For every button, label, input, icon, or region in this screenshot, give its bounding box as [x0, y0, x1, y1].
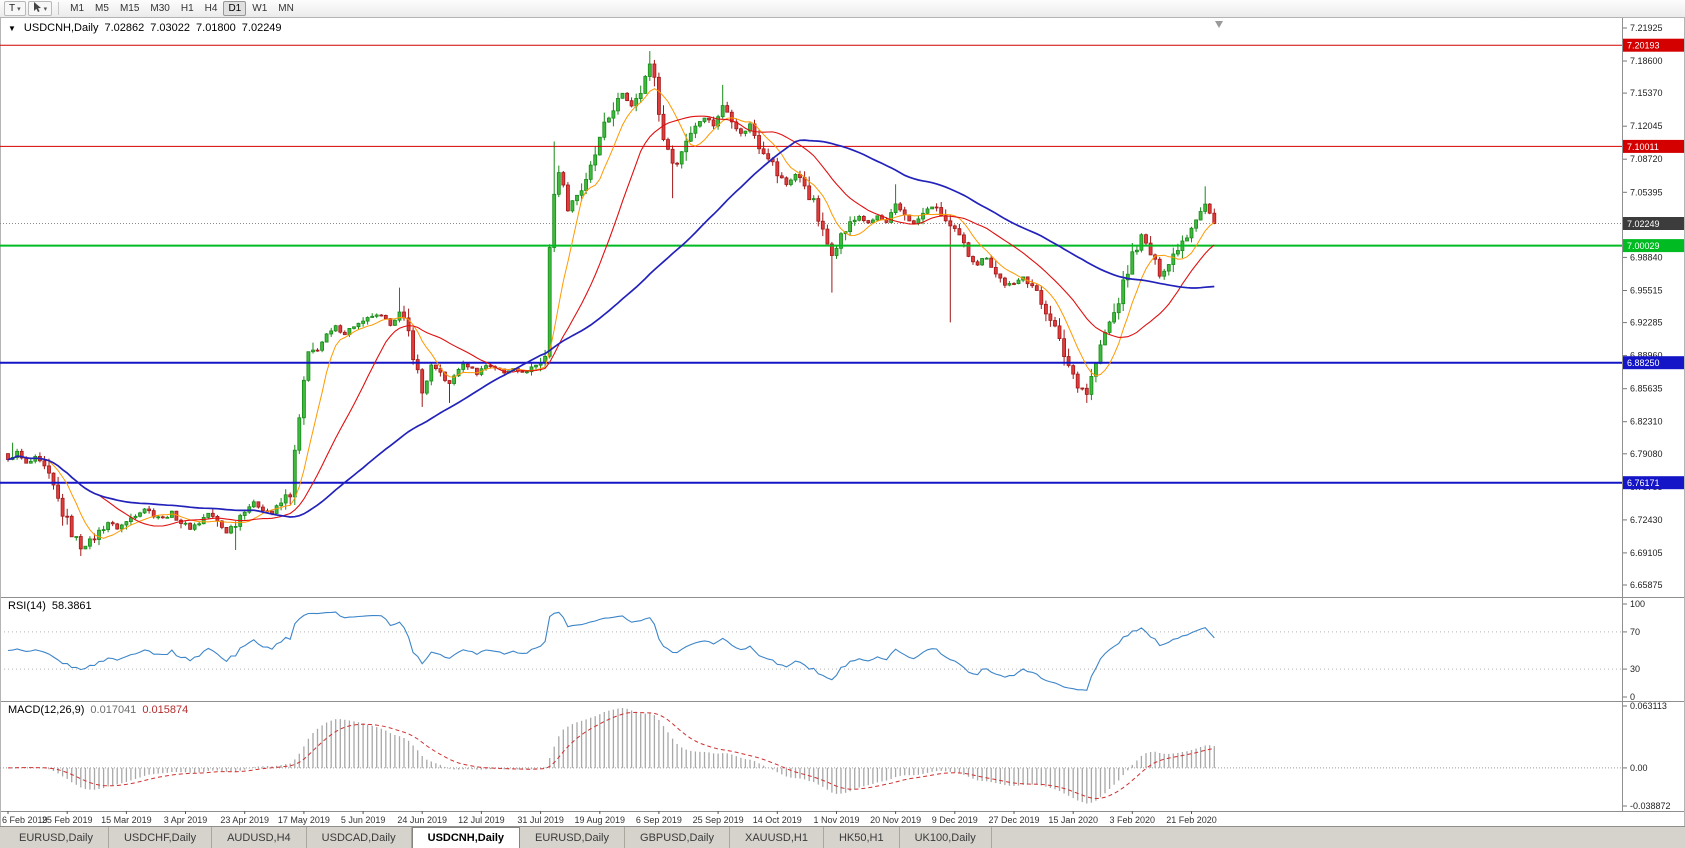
svg-text:7.18600: 7.18600: [1630, 56, 1663, 66]
svg-text:20 Nov 2019: 20 Nov 2019: [870, 815, 921, 825]
chart-tab-9-uk100-daily[interactable]: UK100,Daily: [900, 827, 992, 848]
price-axis[interactable]: 7.21925 7.18600 7.15370 7.12045 7.08720 7.053…: [1623, 23, 1684, 811]
svg-text:6.82310: 6.82310: [1630, 417, 1663, 427]
svg-text:7.02249: 7.02249: [1627, 219, 1660, 229]
svg-text:19 Aug 2019: 19 Aug 2019: [575, 815, 626, 825]
svg-text:6.95515: 6.95515: [1630, 286, 1663, 296]
chart-area: 6 Feb 2019 25 Feb 2019 15 Mar 2019 3 Apr 20…: [0, 18, 1685, 826]
cursor-tool-button[interactable]: ▾: [27, 1, 53, 16]
svg-text:12 Jul 2019: 12 Jul 2019: [458, 815, 505, 825]
macd-histogram: [11, 708, 1215, 804]
svg-text:0: 0: [1630, 692, 1635, 702]
timeframe-button-h4[interactable]: H4: [204, 3, 218, 14]
svg-text:70: 70: [1630, 627, 1640, 637]
timeframe-button-m15[interactable]: M15: [119, 3, 140, 14]
text-tool-button[interactable]: T ▾: [4, 1, 26, 16]
svg-text:6.98840: 6.98840: [1630, 252, 1663, 262]
svg-text:27 Dec 2019: 27 Dec 2019: [988, 815, 1039, 825]
svg-text:7.15370: 7.15370: [1630, 88, 1663, 98]
svg-text:100: 100: [1630, 599, 1645, 609]
chart-tab-5-eurusd-daily[interactable]: EURUSD,Daily: [520, 827, 626, 848]
svg-text:15 Mar 2019: 15 Mar 2019: [101, 815, 152, 825]
svg-text:6.79080: 6.79080: [1630, 449, 1663, 459]
timeframe-button-m30[interactable]: M30: [150, 3, 170, 14]
timeframe-button-h1[interactable]: H1: [180, 3, 194, 14]
svg-text:3 Apr 2019: 3 Apr 2019: [164, 815, 208, 825]
svg-text:23 Apr 2019: 23 Apr 2019: [220, 815, 269, 825]
svg-text:7.12045: 7.12045: [1630, 121, 1663, 131]
svg-text:6.92285: 6.92285: [1630, 318, 1663, 328]
timeframe-button-m5[interactable]: M5: [95, 3, 109, 14]
dropdown-caret-icon: ▾: [43, 5, 48, 13]
svg-text:0.00: 0.00: [1630, 763, 1648, 773]
moving-average-lines: [7, 88, 1215, 539]
svg-text:6.88250: 6.88250: [1627, 358, 1660, 368]
svg-text:5 Jun 2019: 5 Jun 2019: [341, 815, 386, 825]
chart-tab-1-usdchf-daily[interactable]: USDCHF,Daily: [109, 827, 213, 848]
svg-text:6.72430: 6.72430: [1630, 515, 1663, 525]
svg-text:7.20193: 7.20193: [1627, 41, 1660, 51]
svg-text:14 Oct 2019: 14 Oct 2019: [753, 815, 802, 825]
svg-text:7.05395: 7.05395: [1630, 187, 1663, 197]
timeframe-toolbar: M1 M5 M15 M30 H1 H4 D1 W1 MN: [65, 1, 299, 16]
svg-text:25 Feb 2019: 25 Feb 2019: [42, 815, 93, 825]
svg-text:6.76171: 6.76171: [1627, 478, 1660, 488]
svg-text:6 Feb 2019: 6 Feb 2019: [2, 815, 48, 825]
svg-text:25 Sep 2019: 25 Sep 2019: [693, 815, 744, 825]
svg-text:15 Jan 2020: 15 Jan 2020: [1048, 815, 1098, 825]
candles: [6, 51, 1217, 556]
svg-text:21 Feb 2020: 21 Feb 2020: [1166, 815, 1217, 825]
chart-tab-bar: EURUSD,Daily USDCHF,Daily AUDUSD,H4 USDCAD,…: [0, 826, 1685, 848]
svg-text:7.00029: 7.00029: [1627, 241, 1660, 251]
top-toolbar: T ▾ ▾ M1 M5 M15 M30 H1 H4 D1 W1 MN: [0, 0, 1685, 18]
macd-signal-line: [8, 711, 1215, 800]
timeframe-button-w1[interactable]: W1: [252, 3, 268, 14]
timeframe-button-d1[interactable]: D1: [223, 1, 247, 16]
chart-tab-2-audusd-h4[interactable]: AUDUSD,H4: [212, 827, 307, 848]
chart-tab-0-eurusd-daily[interactable]: EURUSD,Daily: [4, 827, 109, 848]
text-tool-icon: T: [9, 3, 16, 14]
svg-text:-0.038872: -0.038872: [1630, 801, 1671, 811]
svg-text:6.69105: 6.69105: [1630, 548, 1663, 558]
chart-tab-4-usdcnh-daily[interactable]: USDCNH,Daily: [411, 827, 521, 848]
svg-text:17 May 2019: 17 May 2019: [278, 815, 330, 825]
bar-shift-marker-icon[interactable]: [1215, 21, 1223, 28]
chart-tab-6-gbpusd-daily[interactable]: GBPUSD,Daily: [625, 827, 730, 848]
svg-text:6.85635: 6.85635: [1630, 384, 1663, 394]
svg-text:30: 30: [1630, 664, 1640, 674]
horizontal-level-lines[interactable]: [0, 44, 1622, 484]
rsi-line: [7, 611, 1215, 691]
dropdown-caret-icon: ▾: [17, 5, 21, 13]
svg-text:6.88960: 6.88960: [1630, 351, 1663, 361]
toolbar-separator: [58, 2, 60, 15]
svg-text:1 Nov 2019: 1 Nov 2019: [813, 815, 859, 825]
svg-text:6.65875: 6.65875: [1630, 580, 1663, 590]
svg-text:31 Jul 2019: 31 Jul 2019: [517, 815, 564, 825]
svg-text:24 Jun 2019: 24 Jun 2019: [397, 815, 447, 825]
timeframe-button-m1[interactable]: M1: [70, 3, 85, 14]
chart-tab-7-xauusd-h1[interactable]: XAUUSD,H1: [730, 827, 824, 848]
svg-text:6 Sep 2019: 6 Sep 2019: [636, 815, 682, 825]
svg-text:7.08720: 7.08720: [1630, 154, 1663, 164]
svg-text:7.10011: 7.10011: [1627, 142, 1659, 152]
chart-tab-3-usdcad-daily[interactable]: USDCAD,Daily: [307, 827, 412, 848]
svg-text:0.063113: 0.063113: [1630, 701, 1667, 711]
svg-text:7.21925: 7.21925: [1630, 23, 1663, 33]
svg-text:3 Feb 2020: 3 Feb 2020: [1110, 815, 1156, 825]
timeframe-button-mn[interactable]: MN: [278, 3, 294, 14]
cursor-icon: [33, 2, 42, 15]
svg-text:9 Dec 2019: 9 Dec 2019: [932, 815, 978, 825]
chart-tab-8-hk50-h1[interactable]: HK50,H1: [824, 827, 900, 848]
